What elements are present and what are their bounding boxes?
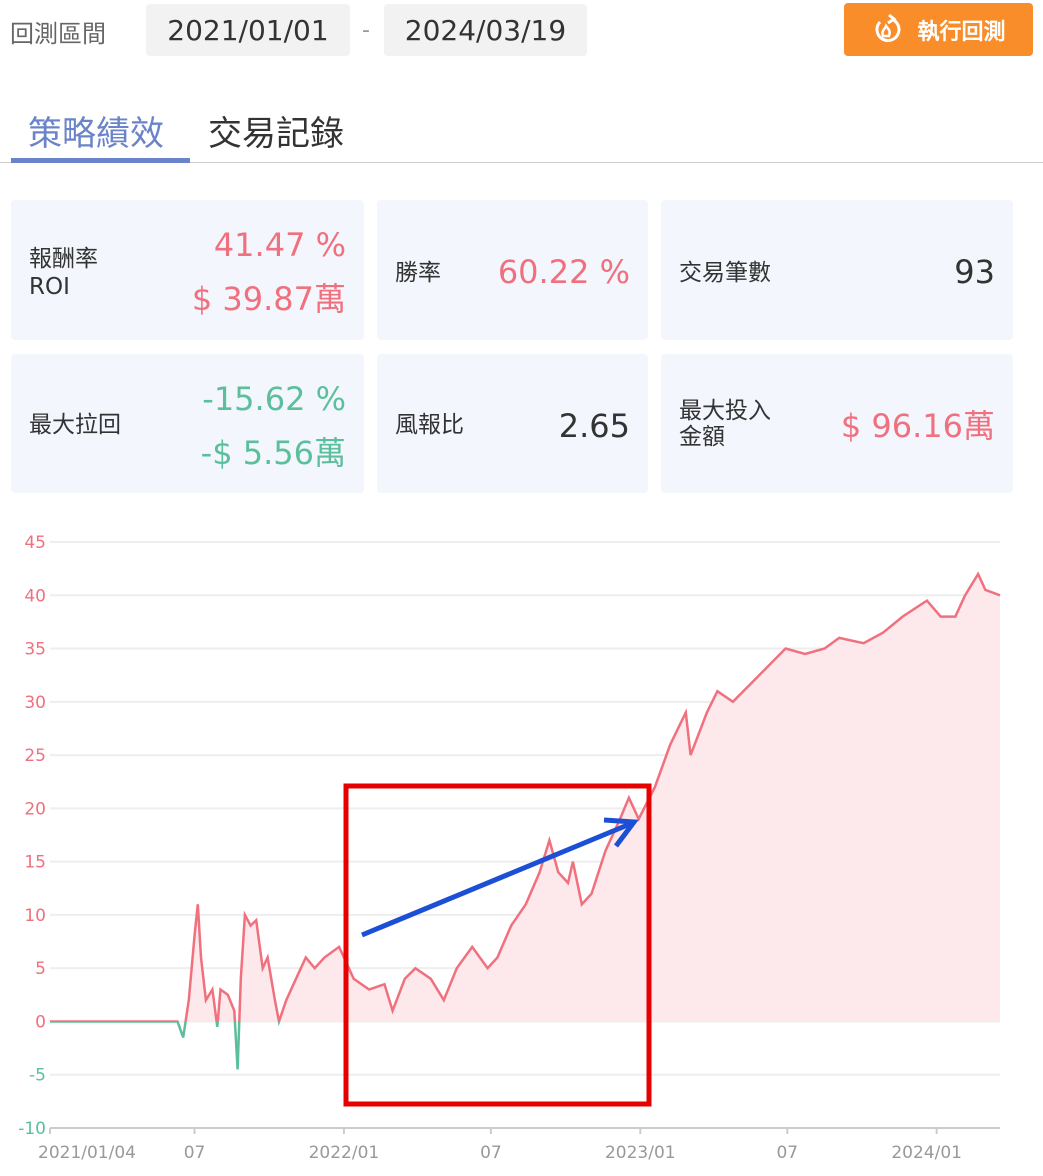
x-tick-label: 07 xyxy=(184,1143,206,1163)
y-tick-label: 20 xyxy=(24,799,46,819)
roi-label: 報酬率 xyxy=(29,246,98,272)
date-separator: - xyxy=(362,18,370,43)
roi-amount: $ 39.87萬 xyxy=(191,280,346,318)
win-rate-value: 60.22 % xyxy=(497,253,630,291)
tab-divider xyxy=(0,162,1043,163)
risk-reward-label: 風報比 xyxy=(395,412,464,438)
y-tick-label: -10 xyxy=(18,1119,46,1139)
roi-card: 報酬率 ROI 41.47 % $ 39.87萬 xyxy=(11,200,364,340)
annotation-box xyxy=(343,783,652,1107)
drawdown-pct: -15.62 % xyxy=(202,380,346,418)
risk-reward-card: 風報比 2.65 xyxy=(377,354,648,493)
trades-value: 93 xyxy=(954,253,995,291)
roi-line-positive xyxy=(50,571,1001,1022)
y-tick-label: 15 xyxy=(24,853,46,873)
drawdown-card: 最大拉回 -15.62 % -$ 5.56萬 xyxy=(11,354,364,493)
y-tick-label: -5 xyxy=(29,1066,46,1086)
y-tick-label: 5 xyxy=(35,959,46,979)
risk-reward-value: 2.65 xyxy=(558,407,630,445)
range-label: 回測區間 xyxy=(10,20,106,48)
roi-chart: 45 40 35 30 25 20 15 10 5 0 -5 -10 2021/01/04 07 2022/… xyxy=(18,533,1001,1163)
tab-strategy-performance[interactable]: 策略績效 xyxy=(28,114,164,154)
x-tick-label: 07 xyxy=(776,1143,798,1163)
x-tick-label: 2022/01 xyxy=(309,1143,380,1163)
win-rate-card: 勝率 60.22 % xyxy=(377,200,648,340)
max-invest-label: 最大投入 xyxy=(679,398,771,424)
x-tick-label: 2023/01 xyxy=(605,1143,676,1163)
roi-label-en: ROI xyxy=(29,274,70,300)
refresh-fire-icon xyxy=(875,13,901,42)
max-invest-label-2: 金額 xyxy=(679,424,725,450)
y-tick-label: 25 xyxy=(24,746,46,766)
y-tick-label: 0 xyxy=(35,1012,46,1032)
trades-card: 交易筆數 93 xyxy=(661,200,1013,340)
max-invest-card: 最大投入 金額 $ 96.16萬 xyxy=(661,354,1013,493)
x-tick-label: 2024/01 xyxy=(891,1143,962,1163)
y-tick-label: 35 xyxy=(24,640,46,660)
x-tick-label: 2021/01/04 xyxy=(38,1143,136,1163)
active-tab-indicator xyxy=(11,158,190,163)
drawdown-amount: -$ 5.56萬 xyxy=(200,434,346,472)
y-tick-label: 30 xyxy=(24,693,46,713)
start-date-input[interactable]: 2021/01/01 xyxy=(146,4,350,56)
run-backtest-button[interactable]: 執行回測 xyxy=(844,3,1033,56)
drawdown-label: 最大拉回 xyxy=(29,412,121,438)
roi-pct: 41.47 % xyxy=(213,226,346,264)
trades-label: 交易筆數 xyxy=(679,260,771,286)
y-tick-label: 45 xyxy=(24,533,46,553)
y-tick-label: 40 xyxy=(24,586,46,606)
roi-line-negative xyxy=(50,1021,281,1070)
x-tick-label: 07 xyxy=(480,1143,502,1163)
area-fill-positive xyxy=(50,574,1000,1022)
max-invest-value: $ 96.16萬 xyxy=(840,407,995,445)
y-tick-label: 10 xyxy=(24,906,46,926)
end-date-input[interactable]: 2024/03/19 xyxy=(384,4,587,56)
tab-trade-records[interactable]: 交易記錄 xyxy=(208,114,344,154)
run-button-label: 執行回測 xyxy=(917,19,1006,45)
win-rate-label: 勝率 xyxy=(395,260,441,286)
annotation-arrow xyxy=(361,817,639,938)
